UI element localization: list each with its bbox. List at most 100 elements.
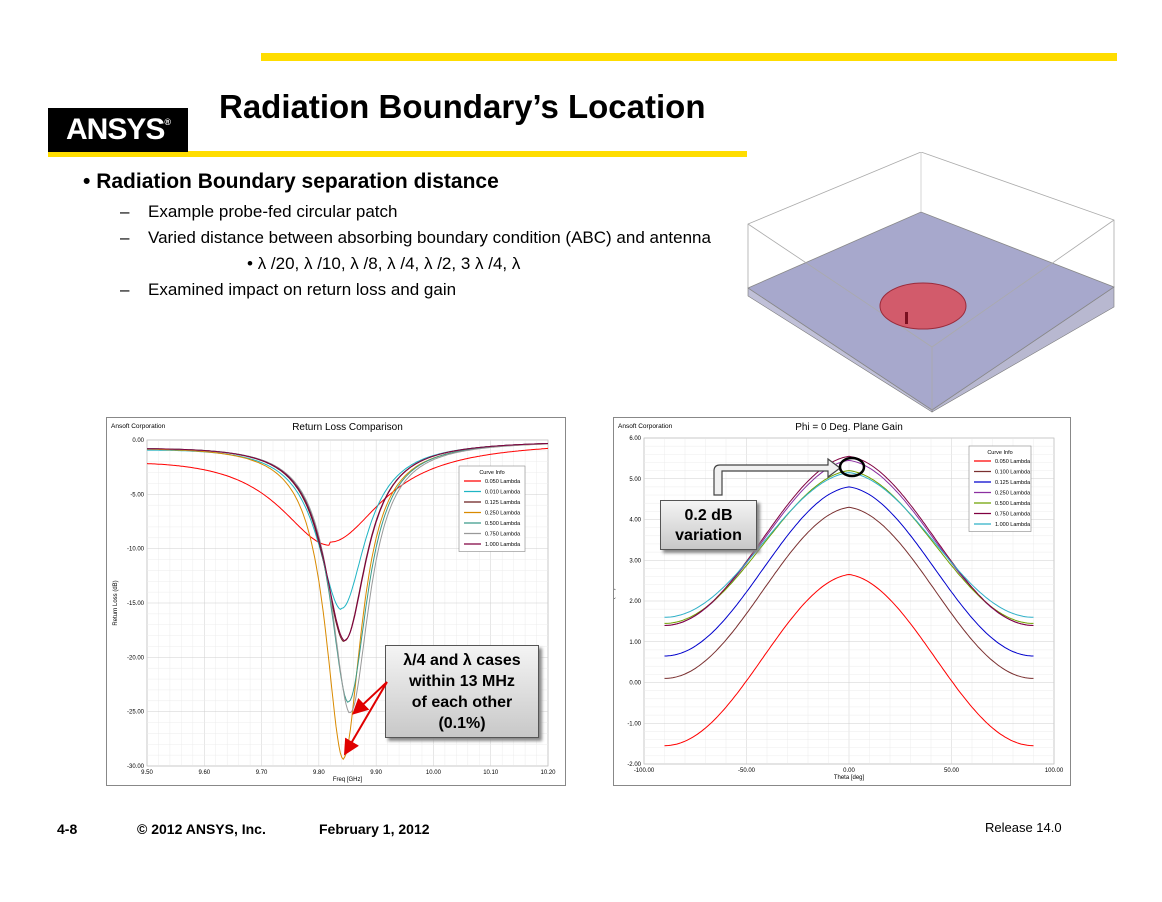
x-tick-label: 10.10 (483, 770, 499, 776)
series-line (664, 470, 1034, 624)
bullet-main: • Radiation Boundary separation distance (83, 170, 499, 194)
chart-title: Phi = 0 Deg. Plane Gain (795, 422, 903, 433)
series-line (664, 573, 1034, 747)
sub-sub-bullet: • λ /20, λ /10, λ /8, λ /4, λ /2, 3 λ /4… (247, 254, 520, 274)
x-axis-label: Theta [deg] (834, 775, 865, 781)
x-tick-label: -50.00 (738, 768, 756, 774)
arrow-to-lambda (352, 681, 388, 715)
dash-icon: – (120, 202, 130, 221)
legend-entry: 0.500 Lambda (485, 521, 521, 527)
sub-bullet-1: – Example probe-fed circular patch (120, 202, 397, 222)
ansys-logo: ANSYS® (48, 108, 188, 152)
series-line (664, 472, 1034, 618)
legend-entry: 0.125 Lambda (485, 500, 521, 506)
legend-entry: 1.000 Lambda (485, 542, 521, 548)
corner-label: Ansoft Corporation (111, 423, 166, 430)
callout-line-1: λ/4 and λ cases (403, 652, 521, 669)
x-tick-label: -100.00 (634, 768, 655, 774)
legend-title: Curve Info (479, 470, 504, 476)
y-tick-label: -10.00 (127, 547, 145, 553)
y-tick-label: 5.00 (629, 477, 641, 483)
legend-entry: 0.125 Lambda (995, 480, 1031, 486)
series-line (664, 455, 1034, 626)
x-tick-label: 50.00 (944, 768, 960, 774)
y-tick-label: 0.00 (629, 681, 641, 687)
sub-bullet-2: – Varied distance between absorbing bound… (120, 228, 711, 248)
legend-entry: 0.100 Lambda (995, 470, 1031, 476)
circular-patch (879, 282, 967, 330)
air-box-edge (747, 223, 933, 348)
dash-icon: – (120, 280, 130, 299)
gain-callout-arrow (713, 456, 866, 496)
logo-text: ANSYS (66, 113, 165, 146)
legend-entry: 0.010 Lambda (485, 490, 521, 496)
legend-entry: 0.250 Lambda (995, 491, 1031, 497)
series-line (147, 443, 548, 642)
air-box-edges (747, 152, 1115, 288)
footer-page-number: 4-8 (57, 821, 78, 837)
arrow-to-lambda-quarter (343, 681, 388, 756)
dash-icon: – (120, 228, 130, 247)
y-tick-label: -30.00 (127, 764, 145, 770)
sub-bullet-3-text: Examined impact on return loss and gain (148, 280, 457, 299)
y-tick-label: 4.00 (629, 518, 641, 524)
callout-line-1: 0.2 dB (684, 507, 733, 524)
callout-line-2: within 13 MHz (409, 673, 515, 690)
x-tick-label: 10.00 (426, 770, 442, 776)
y-tick-label: 1.00 (629, 640, 641, 646)
x-tick-label: 9.80 (313, 770, 325, 776)
legend-entry: 0.750 Lambda (485, 532, 521, 538)
x-tick-label: 9.50 (141, 770, 153, 776)
series-line (146, 447, 549, 546)
y-axis-label: Gain (dB) (614, 588, 616, 614)
bullet-dot: • (83, 170, 97, 193)
chart-title: Return Loss Comparison (292, 422, 403, 433)
gain-plot: -100.00 -50.00 0.00 50.00 100.00 6.00 5.00 4.00… (614, 422, 1064, 781)
callout-arrows (343, 681, 388, 756)
top-accent-bar (261, 53, 1117, 61)
legend-entry: 0.500 Lambda (995, 501, 1031, 507)
x-tick-label: 10.20 (540, 770, 556, 776)
y-tick-label: -2.00 (627, 762, 641, 768)
y-tick-label: -5.00 (130, 492, 144, 498)
callout-line-4: (0.1%) (438, 715, 486, 732)
frequency-shift-callout: λ/4 and λ cases within 13 MHz of each ot… (385, 645, 539, 738)
y-tick-label: 3.00 (629, 558, 641, 564)
y-tick-label: -25.00 (127, 710, 145, 716)
legend-title: Curve Info (987, 450, 1012, 456)
sub-bullet-1-text: Example probe-fed circular patch (148, 202, 398, 221)
bullet-dot: • (247, 254, 258, 273)
x-tick-label: 0.00 (843, 768, 855, 774)
distance-list: λ /20, λ /10, λ /8, λ /4, λ /2, 3 λ /4, … (257, 254, 521, 273)
legend-entry: 0.050 Lambda (995, 459, 1031, 465)
footer-copyright: © 2012 ANSYS, Inc. (137, 821, 266, 837)
y-tick-label: -20.00 (127, 655, 145, 661)
y-tick-label: 2.00 (629, 599, 641, 605)
y-axis-label: Return Loss (dB) (113, 580, 119, 625)
y-tick-label: -15.00 (127, 601, 145, 607)
bullet-main-text: Radiation Boundary separation distance (96, 170, 499, 193)
gain-variation-callout: 0.2 dB variation (660, 500, 757, 550)
legend-box (968, 445, 1032, 532)
x-tick-label: 9.90 (370, 770, 382, 776)
gain-chart: -100.00 -50.00 0.00 50.00 100.00 6.00 5.00 4.00… (613, 417, 1071, 786)
sub-bullet-3: – Examined impact on return loss and gain (120, 280, 456, 300)
legend-box (458, 465, 526, 552)
series-line (664, 486, 1034, 657)
legend-entry: 0.250 Lambda (485, 511, 521, 517)
logo-registered: ® (164, 117, 171, 127)
air-box-edge (931, 219, 1115, 348)
footer-release: Release 14.0 (985, 820, 1062, 835)
x-tick-label: 9.70 (256, 770, 268, 776)
callout-line-3: of each other (411, 694, 513, 711)
corner-label: Ansoft Corporation (618, 423, 673, 430)
x-tick-label: 100.00 (1045, 768, 1064, 774)
y-tick-label: 6.00 (629, 436, 641, 442)
title-underline-bar (48, 151, 747, 157)
series-line (664, 506, 1034, 679)
probe-feed (905, 312, 908, 324)
x-axis-label: Freq [GHz] (333, 777, 363, 783)
callout-line-2: variation (675, 527, 742, 544)
footer-date: February 1, 2012 (319, 821, 430, 837)
y-tick-label: 0.00 (132, 438, 144, 444)
